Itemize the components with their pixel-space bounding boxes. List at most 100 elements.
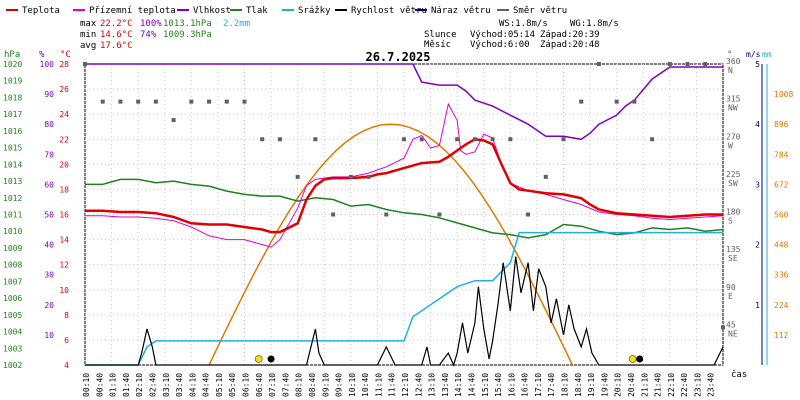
pressure-tick-label: 1015 [3,144,22,153]
x-tick-label: 02:10 [135,373,144,397]
direction-tick-label: 360 [726,57,741,66]
direction-tick-compass: SW [728,179,738,188]
x-tick-label: 14:10 [454,373,463,397]
unit-degree: ° [727,50,732,60]
wind-direction-point [277,137,282,142]
wind-direction-point [189,99,194,104]
x-tick-label: 20:40 [627,373,636,397]
wind-direction-point [242,99,247,104]
legend: Teplota Přízemní teplota Vlhkost Tlak Srážky… [6,6,567,16]
direction-tick-compass: N [728,66,733,75]
wind-gust-info: WG:1.8m/s [570,19,619,29]
x-tick-label: 09:40 [335,373,344,397]
temperature-tick-label: 18 [59,185,69,194]
x-tick-label: 02:40 [148,373,157,397]
stats-min-temp: 14.6°C [100,30,133,40]
wind-direction-point [437,212,442,217]
pressure-tick-label: 1013 [3,177,22,186]
pressure-tick-label: 1011 [3,211,22,220]
wind-direction-point [703,62,708,66]
x-tick-label: 19:40 [600,373,609,397]
pressure-tick-label: 1012 [3,194,22,203]
x-tick-label: 15:40 [494,373,503,397]
temperature-tick-label: 8 [64,311,69,320]
stats-max-temp: 22.2°C [100,19,133,29]
wind-direction-point [667,62,672,66]
wind-direction-point [402,137,406,142]
wind-direction-point [650,137,655,142]
direction-tick-label: 270 [726,132,741,141]
sun-arc [208,123,574,366]
wind-direction-point [171,118,176,123]
direction-tick-compass: NW [728,104,738,113]
wind-sun-info: WS:1.8m/s WG:1.8m/s Slunce Východ:05:14 … [424,19,619,50]
temperature-tick-label: 10 [59,286,69,295]
wind-direction-point [260,137,265,142]
x-tick-label: 07:10 [268,373,277,397]
wind-direction-point [153,99,158,104]
x-tick-label: 06:40 [255,373,264,397]
wind-direction-point [83,62,87,66]
wind-direction-point [295,174,300,179]
x-tick-label: 10:10 [348,373,357,397]
direction-tick-label: 135 [726,245,741,254]
chart-title: 26.7.2025 [365,50,430,64]
wind-direction-point [100,99,105,104]
temperature-tick-label: 14 [59,236,69,245]
x-tick-label: 10:40 [361,373,370,397]
solar-tick-label: 560 [774,211,789,220]
legend-label: Rychlost větru [351,6,427,16]
stats-max-rain: 2.2mm [223,19,250,29]
stats-min-hum: 74% [140,30,157,40]
x-tick-label: 21:40 [654,373,663,397]
x-tick-label: 08:40 [308,373,317,397]
x-tick-label: 09:10 [321,373,330,397]
x-tick-label: 17:10 [534,373,543,397]
x-tick-label: 22:40 [680,373,689,397]
x-tick-label: 00:40 [95,373,104,397]
x-tick-label: 19:10 [587,373,596,397]
pressure-tick-label: 1010 [3,227,22,236]
stats-block: max 22.2°C 100% 1013.1hPa 2.2mm min 14.6… [80,19,250,51]
stats-min-label: min [80,30,96,40]
legend-label: Tlak [246,6,268,16]
humidity-tick-label: 70 [44,150,54,159]
sunset-marker [628,355,637,363]
x-tick-label: 01:40 [122,373,131,397]
wind-direction-point [118,99,123,104]
pressure-tick-label: 1004 [3,328,22,337]
humidity-tick-label: 40 [44,241,54,250]
pressure-tick-label: 1018 [3,93,22,102]
pressure-tick-label: 1020 [3,60,22,69]
wind-direction-point [526,212,531,217]
solar-tick-label: 1008 [774,90,793,99]
legend-label: Směr větru [513,6,567,16]
temperature-tick-label: 22 [59,135,69,144]
stats-max-hum: 100% [140,19,162,29]
wind-direction-point [348,174,353,179]
humidity-tick-label: 80 [44,120,54,129]
x-tick-label: 03:10 [162,373,171,397]
legend-label: Náraz větru [431,6,491,16]
pressure-tick-label: 1008 [3,261,22,270]
axis-units: hPa % °C ° m/s mm čas [4,50,772,380]
temperature-tick-label: 4 [64,361,69,370]
legend-label: Přízemní teplota [89,6,176,16]
direction-tick-compass: W [728,141,733,150]
x-tick-label: 23:40 [707,373,716,397]
humidity-tick-label: 30 [44,271,54,280]
wind-direction-point [721,325,725,330]
pressure-tick-label: 1009 [3,244,22,253]
legend-label: Teplota [22,6,60,16]
solar-tick-label: 448 [774,241,789,250]
sun-label: Slunce [424,30,457,40]
moon-label: Měsíc [424,40,451,50]
temperature-tick-label: 24 [59,110,69,119]
solar-tick-label: 112 [774,331,789,340]
solar-tick-label: 784 [774,150,789,159]
wind-direction-point [207,99,212,104]
unit-mm: mm [762,50,772,59]
pressure-tick-label: 1002 [3,361,22,370]
direction-tick-label: 225 [726,170,741,179]
